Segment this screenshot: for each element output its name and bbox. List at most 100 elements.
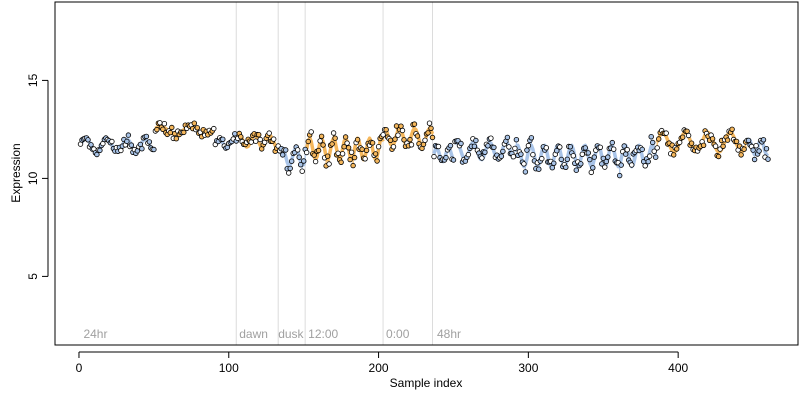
data-point	[592, 155, 597, 160]
data-point	[330, 142, 335, 147]
data-point	[352, 155, 357, 160]
data-point	[267, 131, 272, 136]
data-point	[288, 166, 293, 171]
data-point	[408, 137, 413, 142]
y-tick-label: 15	[26, 73, 40, 87]
data-point	[391, 145, 396, 150]
data-point	[110, 139, 115, 144]
data-point	[752, 157, 757, 162]
data-point	[86, 138, 91, 143]
data-point	[674, 147, 679, 152]
data-point	[155, 127, 160, 132]
data-point	[514, 137, 519, 142]
data-point	[295, 148, 300, 153]
data-point	[486, 144, 491, 149]
data-point	[544, 146, 549, 151]
data-point	[426, 131, 431, 136]
data-point	[301, 159, 306, 164]
data-point	[623, 152, 628, 157]
data-point	[448, 143, 453, 148]
data-point	[523, 170, 528, 175]
data-point	[764, 146, 769, 151]
data-point	[346, 146, 351, 151]
data-point	[721, 144, 726, 149]
data-point	[309, 130, 314, 135]
data-point	[606, 155, 611, 160]
annotation-label: 48hr	[437, 327, 461, 341]
data-point	[568, 145, 573, 150]
data-point	[349, 150, 354, 155]
data-point	[119, 148, 124, 153]
data-point	[384, 127, 389, 132]
data-point	[640, 147, 645, 152]
data-point	[125, 139, 130, 144]
data-point	[716, 154, 721, 159]
x-tick-label: 400	[668, 361, 688, 375]
data-point	[423, 138, 428, 143]
data-point	[591, 166, 596, 171]
data-point	[304, 150, 309, 155]
data-point	[588, 157, 593, 162]
data-point	[297, 155, 302, 160]
data-point	[529, 136, 534, 141]
data-point	[558, 145, 563, 150]
data-point	[162, 121, 167, 126]
data-point	[564, 165, 569, 170]
data-point	[537, 167, 542, 172]
data-point	[253, 139, 258, 144]
data-point	[604, 159, 609, 164]
data-point	[655, 146, 660, 151]
data-point	[519, 152, 524, 157]
data-point	[432, 154, 437, 159]
data-point	[256, 132, 261, 137]
data-point	[603, 165, 608, 170]
data-point	[746, 138, 751, 143]
annotation-label: dusk	[278, 327, 304, 341]
annotation-label: 0:00	[386, 327, 410, 341]
data-point	[589, 170, 594, 175]
data-point	[580, 152, 585, 157]
data-point	[192, 121, 197, 126]
data-point	[474, 138, 479, 143]
data-point	[710, 137, 715, 142]
data-point	[286, 171, 291, 176]
data-point	[451, 158, 456, 163]
data-point	[610, 140, 615, 145]
data-point	[363, 157, 368, 162]
y-axis-label: Expression	[9, 143, 23, 202]
data-point	[300, 169, 305, 174]
data-point	[348, 157, 353, 162]
data-point	[158, 121, 163, 126]
data-point	[318, 139, 323, 144]
data-point	[182, 130, 187, 135]
data-point	[472, 144, 477, 149]
y-tick-label: 10	[26, 171, 40, 185]
data-point	[325, 154, 330, 159]
data-point	[375, 159, 380, 164]
x-tick-label: 100	[219, 361, 239, 375]
data-point	[531, 152, 536, 157]
data-point	[686, 133, 691, 138]
data-point	[436, 144, 441, 149]
data-point	[598, 145, 603, 150]
data-point	[271, 137, 276, 142]
data-point	[152, 147, 157, 152]
data-point	[522, 162, 527, 167]
data-point	[412, 122, 417, 127]
data-point	[525, 148, 530, 153]
data-point	[355, 137, 360, 142]
x-axis: 0 100 200 300 400	[76, 352, 689, 375]
data-point	[664, 131, 669, 136]
data-point	[319, 134, 324, 139]
data-point	[754, 143, 759, 148]
vertical-reference-lines	[236, 2, 432, 345]
data-point	[140, 146, 145, 151]
data-point	[725, 138, 730, 143]
data-point	[625, 147, 630, 152]
data-point	[571, 154, 576, 159]
data-point	[336, 151, 341, 156]
data-point	[409, 143, 414, 148]
data-point	[221, 137, 226, 142]
x-axis-label: Sample index	[390, 376, 463, 390]
x-tick-label: 300	[518, 361, 538, 375]
